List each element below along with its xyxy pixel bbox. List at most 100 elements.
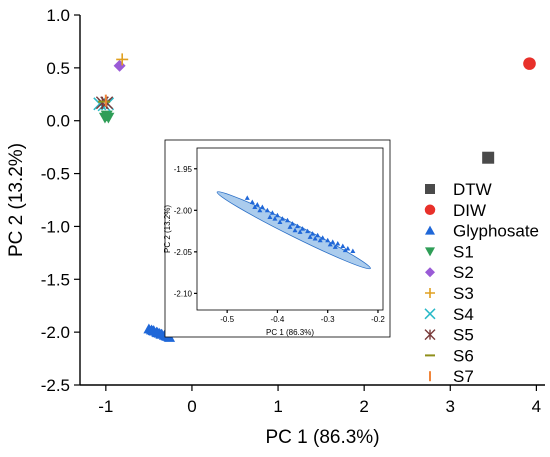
legend-item: S6 <box>425 346 474 365</box>
legend-label: S2 <box>453 263 474 282</box>
data-point <box>307 234 313 239</box>
data-point <box>315 232 321 238</box>
inset-y-tick-label: -2.00 <box>174 206 193 215</box>
inset-series-glyphosate <box>244 195 356 254</box>
data-point <box>300 226 306 231</box>
data-point <box>259 204 265 209</box>
y-tick-label: -1.0 <box>41 217 70 236</box>
data-point <box>327 241 333 247</box>
data-point <box>284 217 290 223</box>
data-point <box>310 231 316 236</box>
x-tick-label: 4 <box>532 397 541 416</box>
legend-item: S3 <box>425 284 474 303</box>
series-s1 <box>98 110 115 124</box>
legend-item: S5 <box>424 326 474 345</box>
data-point <box>116 53 129 66</box>
series-s2 <box>113 59 126 72</box>
data-point <box>254 201 260 207</box>
x-tick-label: 2 <box>359 397 368 416</box>
legend-label: DIW <box>453 201 486 220</box>
legend-label: S6 <box>453 346 474 365</box>
data-point <box>269 210 275 215</box>
series-s3 <box>116 53 129 66</box>
data-point <box>295 223 301 229</box>
data-point <box>252 204 258 209</box>
y-tick-label: -1.5 <box>41 270 70 289</box>
data-point <box>279 216 285 221</box>
inset-x-tick-label: -0.5 <box>220 315 234 324</box>
legend-item: Glyphosate <box>425 222 539 241</box>
y-tick-label: 1.0 <box>46 6 70 25</box>
legend-marker <box>424 308 436 320</box>
inset-y-axis-title: PC 2 (13.2%) <box>163 205 172 253</box>
y-axis-title: PC 2 (13.2%) <box>6 143 27 257</box>
data-point <box>332 244 338 249</box>
legend-item: S7 <box>429 367 474 386</box>
legend-item: DIW <box>424 201 486 220</box>
x-tick-label: 1 <box>273 397 282 416</box>
data-point <box>100 110 113 122</box>
legend-marker <box>425 225 435 235</box>
y-tick-label: 0.5 <box>46 59 70 78</box>
legend-item: DTW <box>425 180 492 199</box>
data-point <box>290 221 296 226</box>
data-point <box>330 239 336 244</box>
x-axis-title: PC 1 (86.3%) <box>265 427 379 448</box>
legend-marker <box>425 288 435 298</box>
inset-plot: -0.5 -0.4 -0.3 -0.2 -1.95 -2.00 -2.05 -2.10 PC 1… <box>163 139 391 338</box>
legend-label: DTW <box>453 180 492 199</box>
data-point <box>257 207 263 213</box>
series-dtw <box>482 151 495 164</box>
data-point <box>264 207 270 213</box>
data-point <box>325 237 331 243</box>
legend-item: S1 <box>425 242 474 261</box>
x-tick-label: 3 <box>446 397 455 416</box>
data-point <box>345 246 351 251</box>
data-point <box>274 212 280 218</box>
data-point <box>523 57 536 70</box>
inset-x-tick-label: -0.2 <box>371 315 385 324</box>
x-tick-label: 0 <box>187 397 196 416</box>
legend-marker <box>424 329 436 341</box>
inset-x-tick-label: -0.4 <box>271 315 285 324</box>
legend-label: S5 <box>453 326 474 345</box>
inset-plot-area <box>196 147 384 311</box>
legend-marker <box>425 267 435 278</box>
legend-marker <box>425 184 435 194</box>
inset-y-tick-label: -2.10 <box>174 289 193 298</box>
data-point <box>305 228 311 234</box>
data-point <box>317 237 323 243</box>
legend-label: S1 <box>453 242 474 261</box>
data-point <box>320 235 326 240</box>
data-point <box>292 227 298 233</box>
legend-item: S2 <box>425 263 474 282</box>
legend-label: Glyphosate <box>453 222 539 241</box>
data-point <box>342 247 348 253</box>
inset-y-tick-label: -1.95 <box>174 165 193 174</box>
data-point <box>249 199 255 204</box>
y-tick-label: -0.5 <box>41 165 70 184</box>
series-diw <box>523 57 536 70</box>
y-tick-label: 0.0 <box>46 112 70 131</box>
data-point <box>287 224 293 229</box>
inset-frame <box>164 139 391 338</box>
inset-x-axis-title: PC 1 (86.3%) <box>266 328 314 337</box>
data-point <box>267 214 273 219</box>
inset-x-tick-label: -0.3 <box>321 315 335 324</box>
data-point <box>113 59 126 72</box>
data-point <box>244 195 250 200</box>
legend-label: S4 <box>453 305 474 324</box>
data-point <box>297 229 303 234</box>
data-point <box>482 151 495 164</box>
legend-item: S4 <box>424 305 474 324</box>
legend-marker <box>425 247 435 257</box>
y-tick-label: -2.5 <box>41 376 70 395</box>
inset-y-tick-label: -2.05 <box>174 248 193 257</box>
data-point <box>277 219 283 224</box>
data-point <box>340 243 346 249</box>
x-tick-label: -1 <box>98 397 113 416</box>
y-tick-label: -2.0 <box>41 323 70 342</box>
data-point <box>335 241 341 246</box>
